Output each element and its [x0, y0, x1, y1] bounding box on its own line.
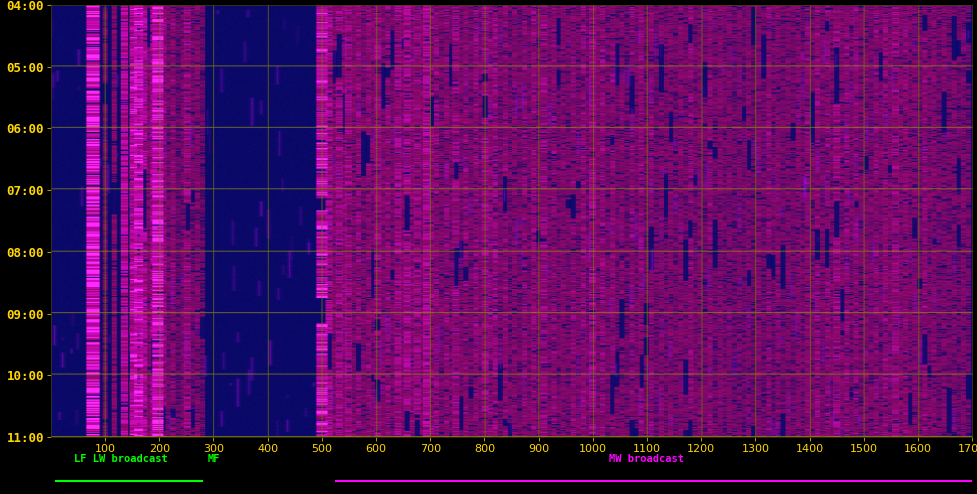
Text: MW broadcast: MW broadcast: [609, 454, 684, 464]
Text: MF: MF: [207, 454, 220, 464]
Text: LF LW broadcast: LF LW broadcast: [74, 454, 168, 464]
